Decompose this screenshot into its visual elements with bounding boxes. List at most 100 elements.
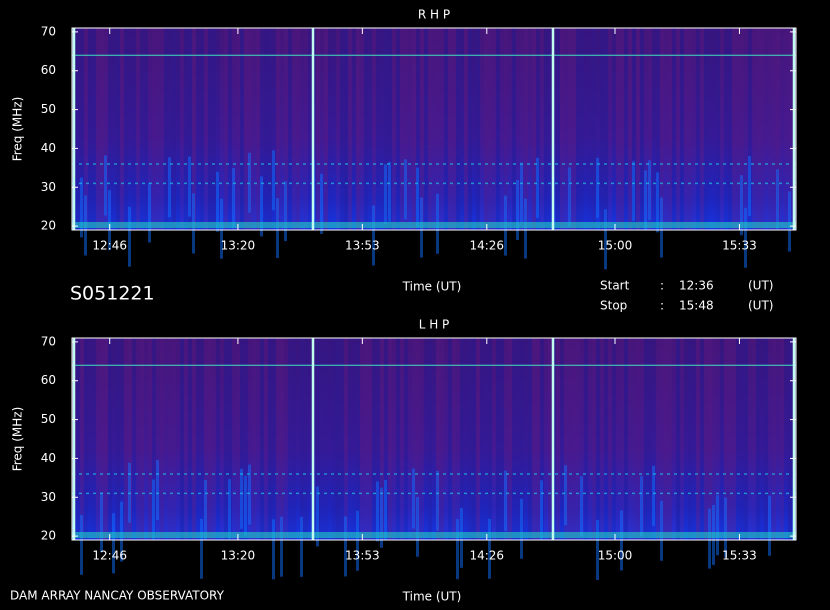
texture-column [424, 338, 428, 540]
texture-burst [384, 164, 387, 225]
x-tick-label: 14:26 [469, 549, 504, 563]
texture-column [704, 338, 708, 540]
texture-burst [380, 487, 383, 548]
texture-column [216, 28, 220, 230]
start-label: Start [600, 279, 630, 293]
texture-column [424, 28, 428, 230]
y-tick-label: 70 [41, 334, 56, 348]
texture-column [516, 28, 520, 230]
texture-burst [708, 508, 711, 569]
texture-column [724, 338, 728, 540]
texture-burst [284, 181, 287, 242]
y-tick-label: 40 [41, 451, 56, 465]
texture-column [348, 28, 352, 230]
texture-column [748, 28, 752, 230]
plot-frame [71, 27, 797, 231]
texture-column [512, 338, 516, 540]
texture-column [448, 28, 452, 230]
texture-burst [580, 476, 583, 537]
texture-column [564, 28, 568, 230]
texture-burst [524, 198, 527, 259]
texture-column [416, 338, 420, 540]
texture-column [452, 28, 456, 230]
texture-burst [412, 468, 415, 529]
texture-column [776, 28, 780, 230]
texture-column [420, 338, 424, 540]
texture-column [144, 338, 148, 540]
texture-burst [248, 464, 251, 525]
texture-column [376, 338, 380, 540]
texture-burst [744, 207, 747, 268]
texture-column [208, 28, 212, 230]
texture-column [204, 338, 208, 540]
texture-column [140, 338, 144, 540]
texture-column [756, 338, 760, 540]
texture-burst [436, 470, 439, 531]
texture-column [680, 28, 684, 230]
texture-column [304, 338, 308, 540]
texture-column [284, 28, 288, 230]
texture-column [472, 28, 476, 230]
texture-column [676, 28, 680, 230]
texture-column [600, 28, 604, 230]
texture-column [700, 28, 704, 230]
texture-column [352, 28, 356, 230]
texture-column [536, 28, 540, 230]
texture-column [456, 338, 460, 540]
texture-column [440, 338, 444, 540]
texture-burst [188, 156, 191, 217]
texture-burst [120, 501, 123, 562]
texture-burst [388, 161, 391, 222]
stop-label: Stop [600, 299, 627, 313]
texture-column [288, 338, 292, 540]
texture-column [252, 338, 256, 540]
texture-column [676, 338, 680, 540]
texture-burst [520, 162, 523, 223]
texture-column [640, 338, 644, 540]
texture-column [212, 28, 216, 230]
texture-column [616, 28, 620, 230]
texture-burst [632, 161, 635, 222]
texture-column [168, 338, 172, 540]
texture-column [100, 28, 104, 230]
texture-column [332, 338, 336, 540]
texture-column [760, 28, 764, 230]
texture-column [592, 338, 596, 540]
texture-column [632, 338, 636, 540]
texture-burst [80, 177, 83, 238]
texture-column [772, 338, 776, 540]
texture-column [624, 338, 628, 540]
texture-column [664, 338, 668, 540]
chart-title: L H P [419, 318, 450, 332]
texture-column [104, 28, 108, 230]
texture-column [696, 338, 700, 540]
texture-column [320, 338, 324, 540]
texture-column [400, 338, 404, 540]
texture-burst [536, 157, 539, 218]
texture-column [564, 338, 568, 540]
texture-burst [504, 470, 507, 531]
texture-column [328, 338, 332, 540]
texture-burst [220, 198, 223, 259]
texture-column [292, 28, 296, 230]
texture-column [220, 28, 224, 230]
texture-column [296, 28, 300, 230]
texture-column [616, 338, 620, 540]
texture-column [404, 338, 408, 540]
texture-column [620, 28, 624, 230]
texture-column [628, 28, 632, 230]
texture-column [720, 338, 724, 540]
texture-column [272, 338, 276, 540]
texture-column [180, 338, 184, 540]
texture-column [756, 28, 760, 230]
texture-column [408, 338, 412, 540]
texture-column [308, 28, 312, 230]
texture-column [280, 28, 284, 230]
texture-floor [72, 532, 796, 538]
stop-unit: (UT) [748, 299, 773, 313]
texture-column [376, 28, 380, 230]
y-tick-label: 20 [41, 219, 56, 233]
texture-column [176, 338, 180, 540]
texture-burst [788, 191, 791, 252]
texture-column [708, 338, 712, 540]
